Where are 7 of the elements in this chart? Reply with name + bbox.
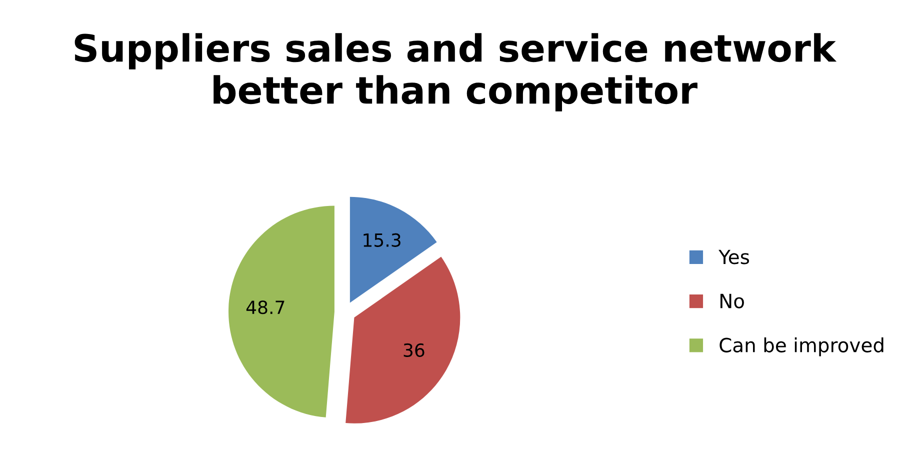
legend-label: No [720,294,744,308]
data-label: 15.3 [364,233,400,247]
data-label: 36 [404,343,424,358]
legend-label: Yes [718,250,750,264]
data-label: 48.7 [246,300,284,314]
chart-title: Suppliers sales and service network better than competitor [74,33,837,112]
legend-label: Can be improved [720,337,884,356]
